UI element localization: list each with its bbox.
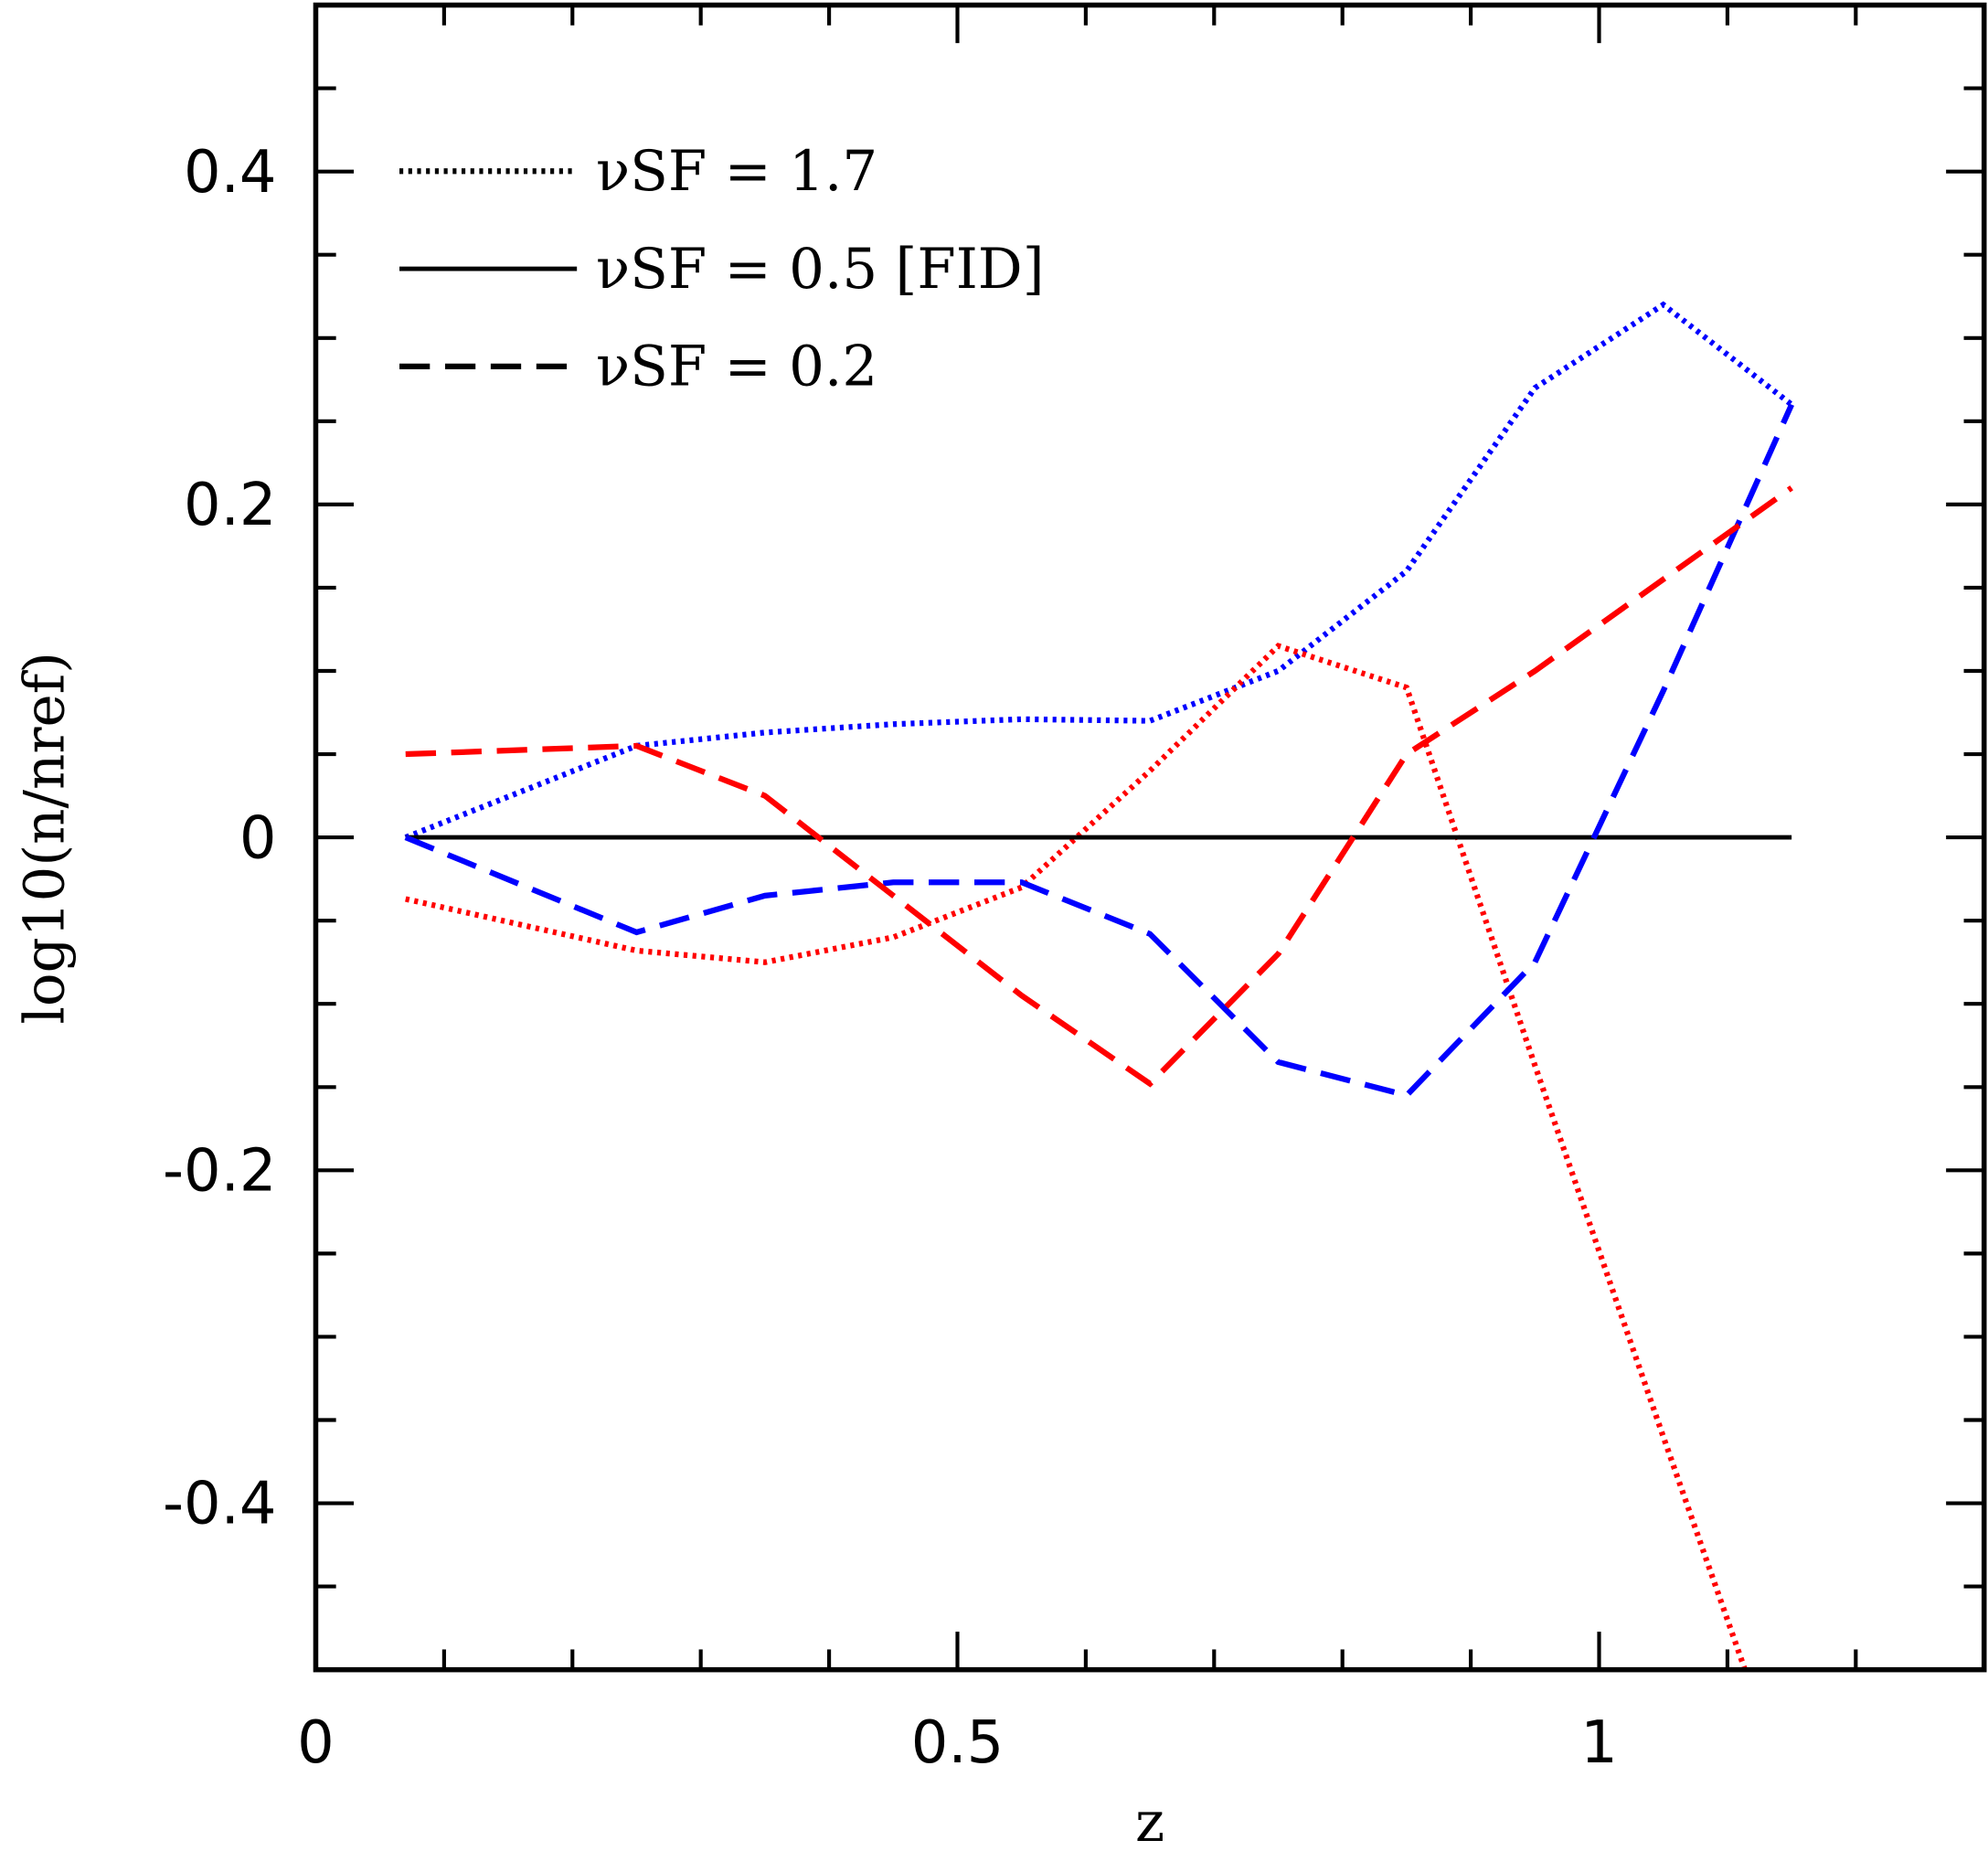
- y-tick-label: 0.4: [184, 139, 276, 207]
- series-line: [405, 485, 1793, 1088]
- y-tick-label: -0.4: [163, 1471, 276, 1538]
- x-tick-label: 0.5: [911, 1709, 1004, 1777]
- legend-label: νSF = 0.5 [FID]: [596, 237, 1045, 302]
- x-tick-label: 1: [1580, 1709, 1618, 1777]
- x-tick-label: 0: [297, 1709, 335, 1777]
- series-line: [404, 403, 1794, 1099]
- y-tick-label: -0.2: [163, 1138, 276, 1206]
- plot-area: [404, 301, 1794, 1670]
- legend-label: νSF = 0.2: [596, 335, 877, 399]
- y-tick-label: 0.2: [184, 472, 276, 539]
- y-axis-label: log10(n/nref): [12, 652, 77, 1025]
- y-tick-label: 0: [239, 804, 277, 872]
- legend-label: νSF = 1.7: [596, 139, 877, 204]
- series-line: [405, 643, 1749, 1670]
- axes: 0 0.5 1 -0.4 -0.2 0 0.2 0.4 νSF = 1.7 νSF = 0.5 […: [163, 2, 1987, 1777]
- x-axis-label: z: [1135, 1790, 1164, 1851]
